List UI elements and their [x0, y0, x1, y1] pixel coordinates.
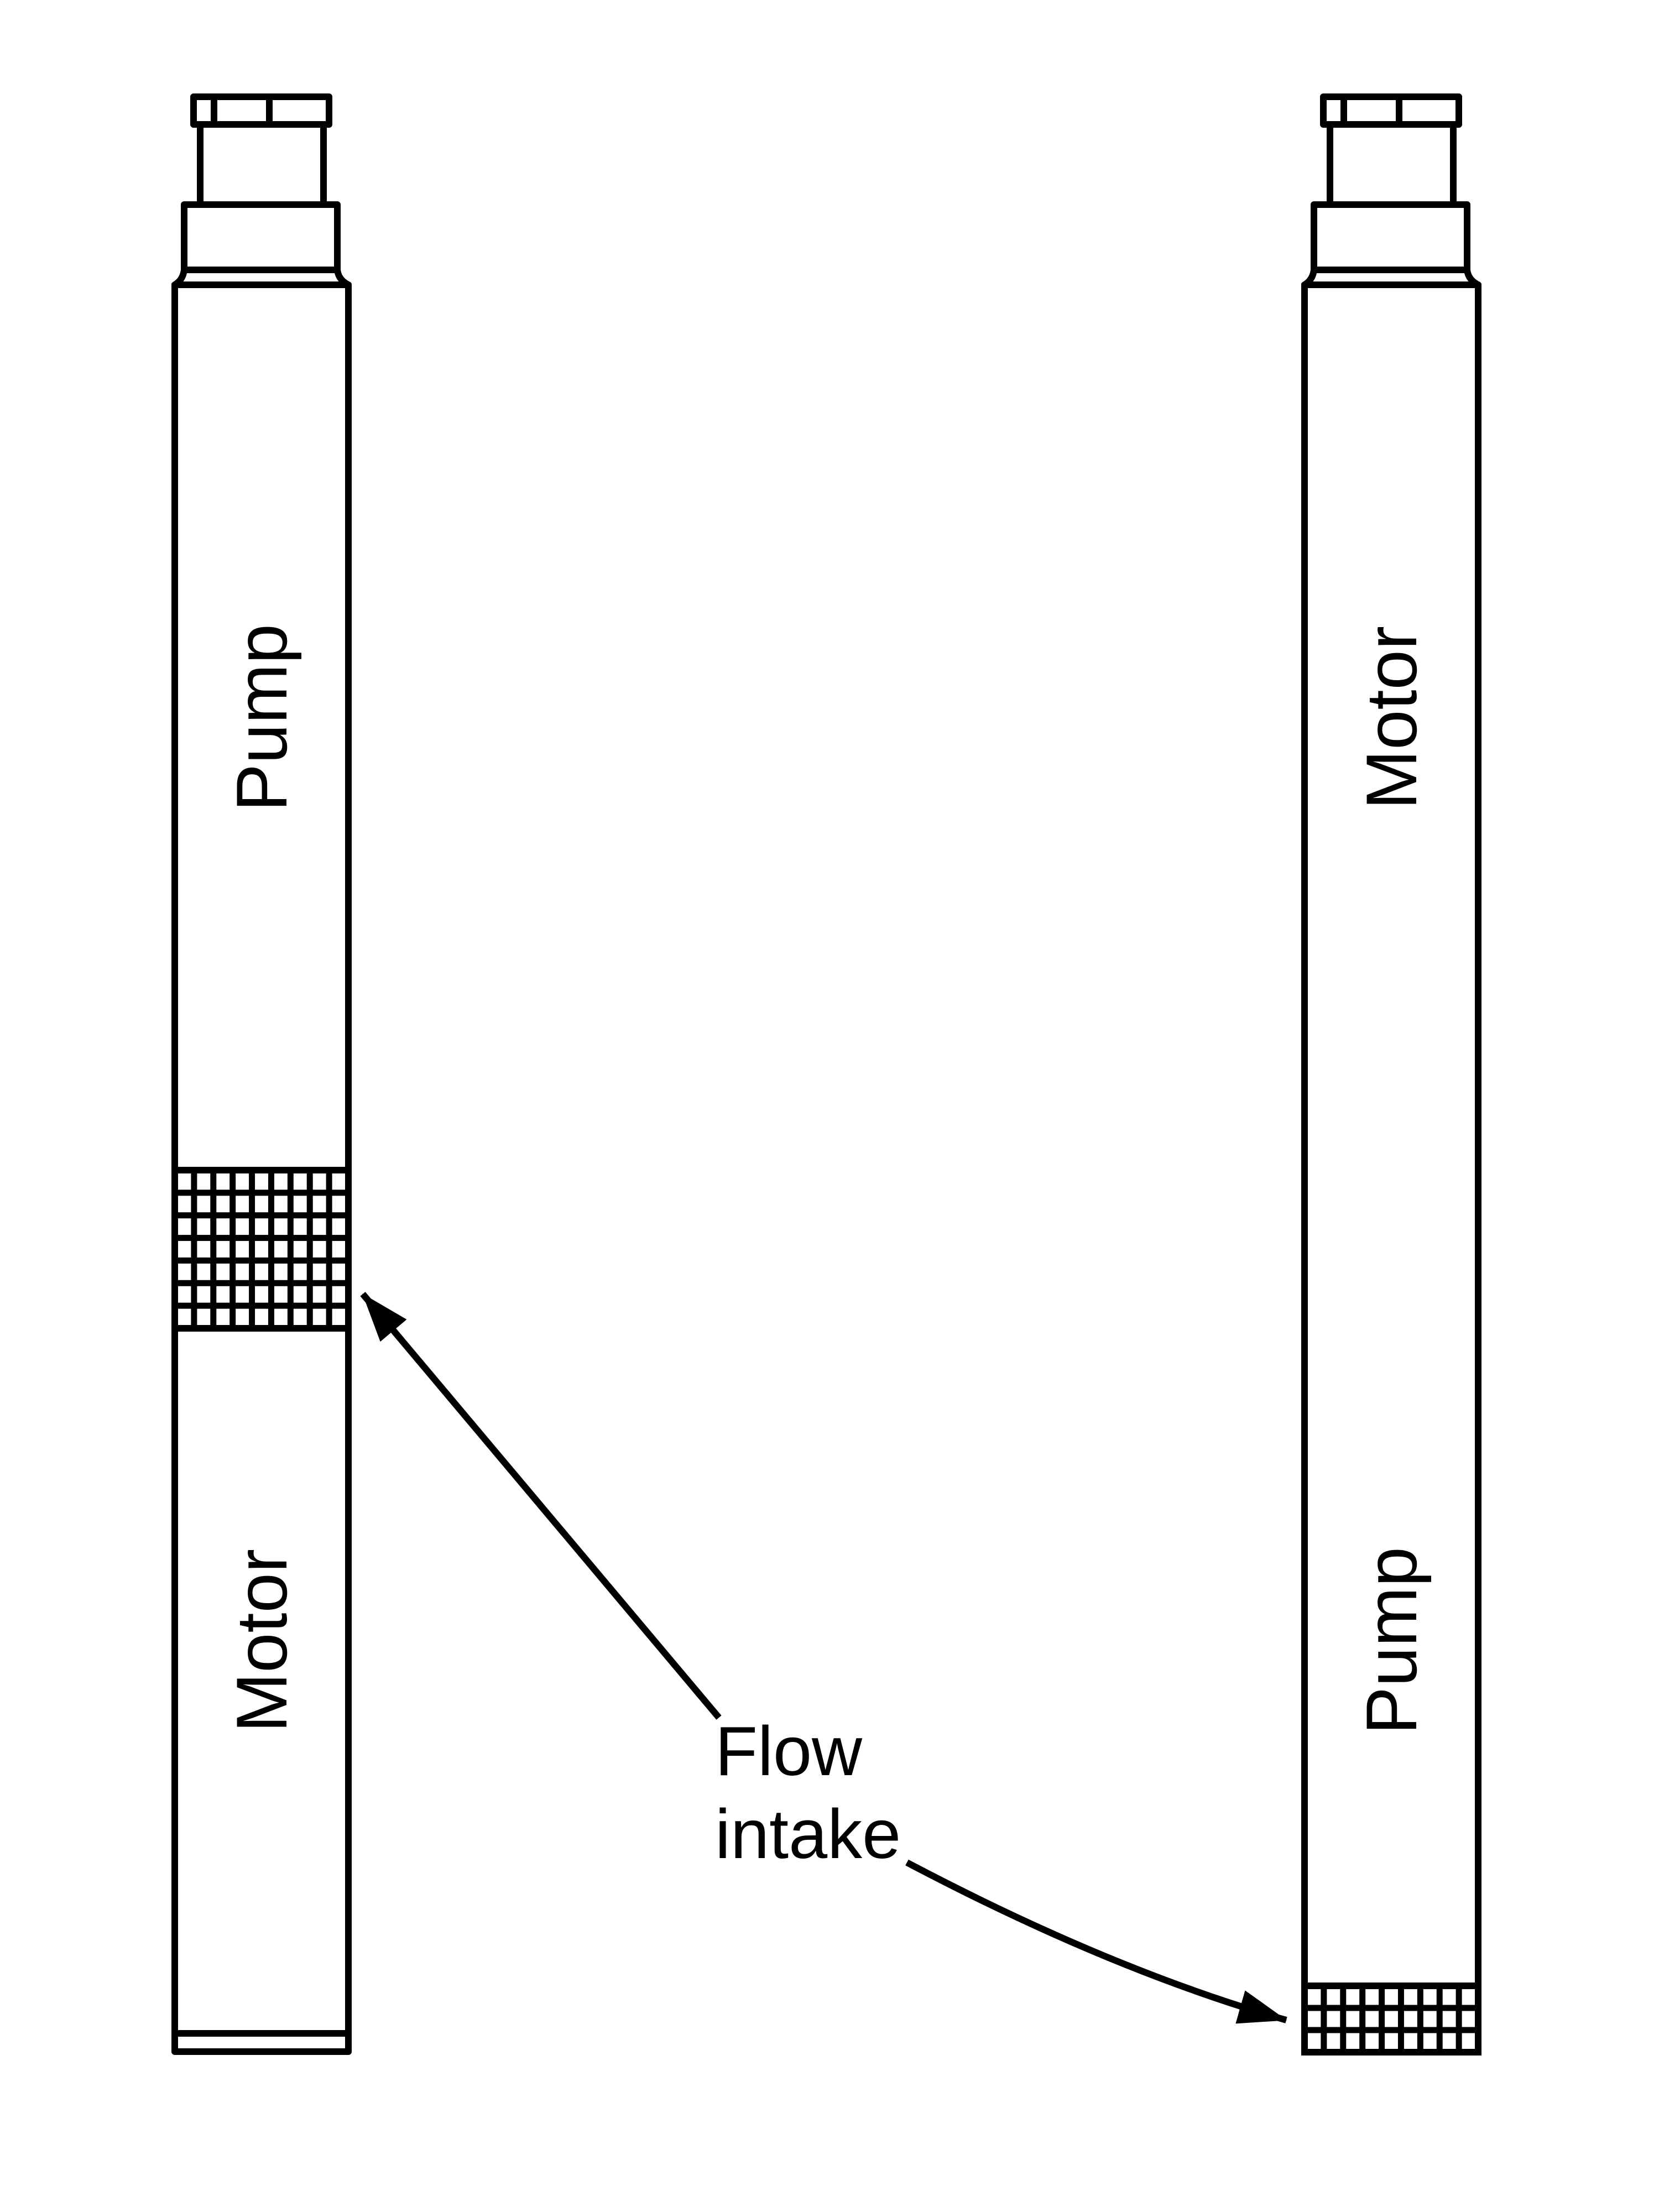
right-unit: Motor Pump: [1301, 93, 1481, 2056]
left-flow-intake-screen: [171, 1167, 352, 1332]
right-cap-neck: [1327, 121, 1457, 208]
right-cylinder-body: [1301, 281, 1481, 2056]
left-cap-shoulder: [181, 201, 341, 273]
arrow-to-right-intake: [905, 1859, 1287, 2024]
left-pump-label: Pump: [221, 624, 302, 812]
arrow-to-left-intake: [360, 1292, 722, 1720]
flow-intake-annotation: Flow intake: [360, 1292, 1287, 2024]
right-flow-intake-screen: [1301, 1983, 1481, 2056]
left-unit: Pump Motor: [171, 93, 352, 2055]
right-motor-label: Motor: [1351, 626, 1432, 810]
left-motor-label: Motor: [221, 1549, 302, 1733]
flow-intake-text-line2: intake: [715, 1795, 901, 1873]
left-cap-neck: [197, 121, 327, 208]
flow-intake-text-line1: Flow: [715, 1712, 863, 1790]
right-cap-shoulder: [1311, 201, 1470, 273]
right-pump-label: Pump: [1351, 1547, 1432, 1735]
